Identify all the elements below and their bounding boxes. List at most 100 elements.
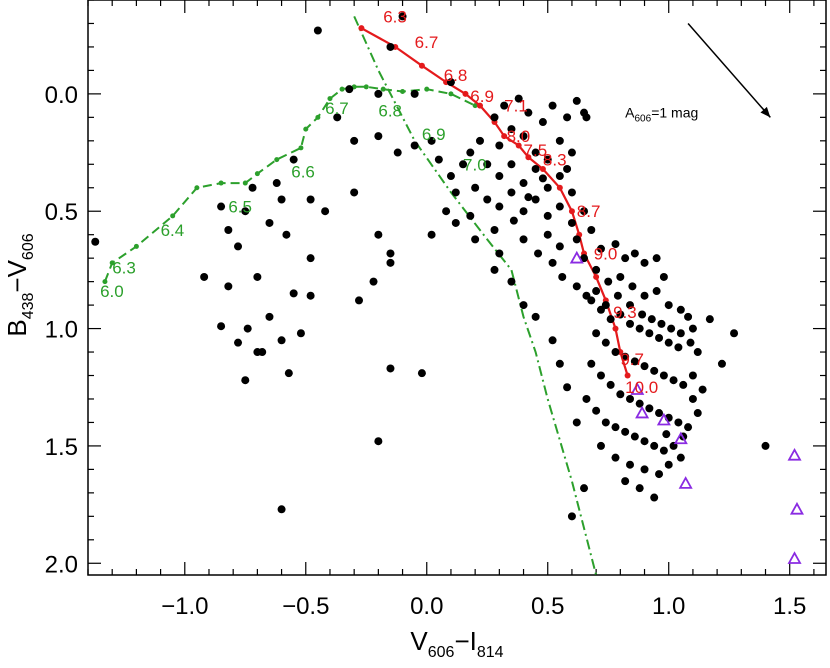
star-point [655, 409, 664, 418]
green-isochrone-node [109, 260, 115, 266]
star-point [587, 359, 596, 368]
star-point [684, 423, 693, 432]
star-point [621, 352, 630, 361]
star-point [442, 207, 451, 216]
x-tick-label: 0.0 [410, 593, 443, 620]
green-isochrone-curve [103, 85, 476, 282]
star-point [475, 136, 484, 145]
x-axis-title-main: V [410, 626, 428, 656]
star-point [567, 188, 576, 197]
extinction-label-sub: 606 [635, 114, 652, 125]
star-point [572, 235, 581, 244]
star-point [650, 441, 659, 450]
green-isochrone-label: 6.7 [325, 99, 349, 118]
red-isochrone-label: 8.3 [543, 151, 567, 170]
star-point [635, 399, 644, 408]
extinction-arrow-line [687, 22, 771, 118]
tick-labels: −1.0 −0.5 0.0 0.5 1.0 1.5 0.0 0.5 1.0 1.5 2.0 [45, 82, 807, 620]
green-isochrone-node [380, 86, 386, 92]
star-point [630, 432, 639, 441]
star-point [321, 207, 330, 216]
star-point [582, 291, 591, 300]
star-point [258, 348, 267, 357]
star-point [284, 369, 293, 378]
green-isochrone-label: 6.3 [112, 259, 136, 278]
star-point [234, 338, 243, 347]
star-point [563, 164, 572, 173]
star-point [224, 282, 233, 291]
star-point [626, 301, 635, 310]
star-point [664, 338, 673, 347]
red-isochrone-label: 8.0 [507, 127, 531, 146]
star-point [427, 230, 436, 239]
star-point [289, 289, 298, 298]
star-point [676, 329, 685, 338]
star-point [592, 406, 601, 415]
star-point [616, 272, 625, 281]
triangle-point [673, 431, 688, 445]
star-point [507, 160, 516, 169]
star-point [490, 226, 499, 234]
triangle-point [635, 405, 650, 419]
y-tick-label: 0.5 [45, 199, 78, 226]
red-isochrone-label: 9.7 [620, 350, 644, 369]
star-point [543, 230, 552, 239]
star-point [572, 282, 581, 291]
star-point [224, 226, 233, 234]
star-point [509, 216, 518, 225]
star-point [289, 155, 298, 164]
green-isochrone-node [363, 84, 369, 90]
triangle-point [789, 501, 804, 515]
red-isochrone-label: 8.7 [577, 202, 601, 221]
star-point [669, 376, 678, 385]
star-point [277, 505, 286, 514]
star-point [635, 484, 644, 493]
star-point [386, 258, 395, 267]
green-isochrone-node [242, 180, 248, 186]
star-point [638, 310, 647, 319]
star-point [313, 26, 322, 35]
star-point [524, 108, 533, 117]
star-point [688, 371, 697, 380]
star-point [277, 336, 286, 345]
star-point [483, 195, 492, 204]
star-point [657, 319, 666, 328]
star-point [587, 226, 596, 234]
star-point [645, 329, 654, 338]
star-point [635, 324, 644, 333]
star-point [705, 315, 714, 324]
star-point [596, 441, 605, 450]
star-point [543, 183, 552, 192]
star-point [647, 315, 656, 324]
green-isochrone-label: 6.6 [291, 162, 315, 181]
star-point [592, 287, 601, 296]
triangle-point [630, 382, 645, 395]
red-isochrone-label: 6.8 [444, 66, 468, 85]
green-isochrone-label: 6.8 [378, 101, 402, 120]
star-point [640, 437, 649, 446]
star-point [446, 172, 455, 181]
star-point [350, 188, 359, 197]
star-point [495, 141, 504, 150]
star-point [386, 364, 395, 373]
star-point [717, 359, 726, 368]
star-point [606, 380, 615, 389]
star-point [217, 322, 226, 331]
star-point [582, 394, 591, 403]
star-point [664, 460, 673, 469]
star-point [519, 179, 528, 188]
red-isochrone-label: 6.9 [470, 87, 494, 106]
red-isochrone-label: 10.0 [625, 378, 658, 397]
red-isochrone-node [556, 184, 563, 191]
red-isochrone-label: 9.3 [613, 303, 637, 322]
green-isochrone-node [170, 213, 176, 219]
star-point [519, 301, 528, 310]
star-point [684, 312, 693, 321]
star-point [507, 188, 516, 197]
star-point [698, 385, 707, 394]
star-point [393, 148, 402, 157]
star-point [686, 338, 695, 347]
star-point [616, 390, 625, 399]
star-point [350, 136, 359, 145]
green-isochrone-node [102, 279, 108, 285]
